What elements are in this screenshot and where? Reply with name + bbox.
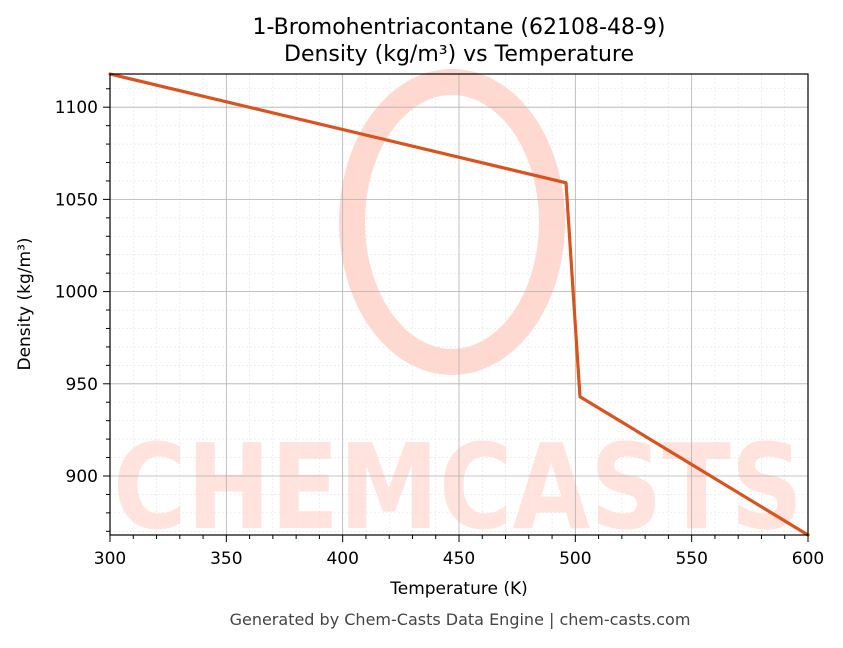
y-axis-label: Density (kg/m³) — [15, 237, 35, 370]
x-tick-label: 400 — [326, 549, 358, 569]
x-tick-label: 450 — [443, 549, 475, 569]
watermark-text: CHEMCASTS — [113, 418, 803, 556]
x-tick-label: 550 — [675, 549, 707, 569]
x-axis-label: Temperature (K) — [389, 579, 528, 599]
chart-subtitle: Density (kg/m³) vs Temperature — [284, 42, 634, 67]
chart-title: 1-Bromohentriacontane (62108-48-9) — [253, 15, 666, 40]
footer-credit: Generated by Chem-Casts Data Engine | ch… — [230, 610, 691, 629]
x-tick-label: 500 — [559, 549, 591, 569]
x-tick-label: 350 — [210, 549, 242, 569]
tick-labels: 300 350 400 450 500 550 600 900 950 1000 1050 1100 — [55, 98, 824, 569]
y-tick-label: 1050 — [55, 190, 98, 210]
y-tick-label: 1000 — [55, 283, 98, 303]
x-tick-label: 600 — [792, 549, 824, 569]
series-layer — [108, 72, 810, 537]
chemcasts-watermark: CHEMCASTS — [113, 69, 803, 556]
y-tick-label: 900 — [66, 467, 98, 487]
y-tick-label: 1100 — [55, 98, 98, 118]
density-series-line — [108, 72, 810, 537]
axis-ticks — [103, 88, 809, 542]
watermark-ring-icon — [339, 69, 565, 375]
x-tick-label: 300 — [94, 549, 126, 569]
y-tick-label: 950 — [66, 375, 98, 395]
